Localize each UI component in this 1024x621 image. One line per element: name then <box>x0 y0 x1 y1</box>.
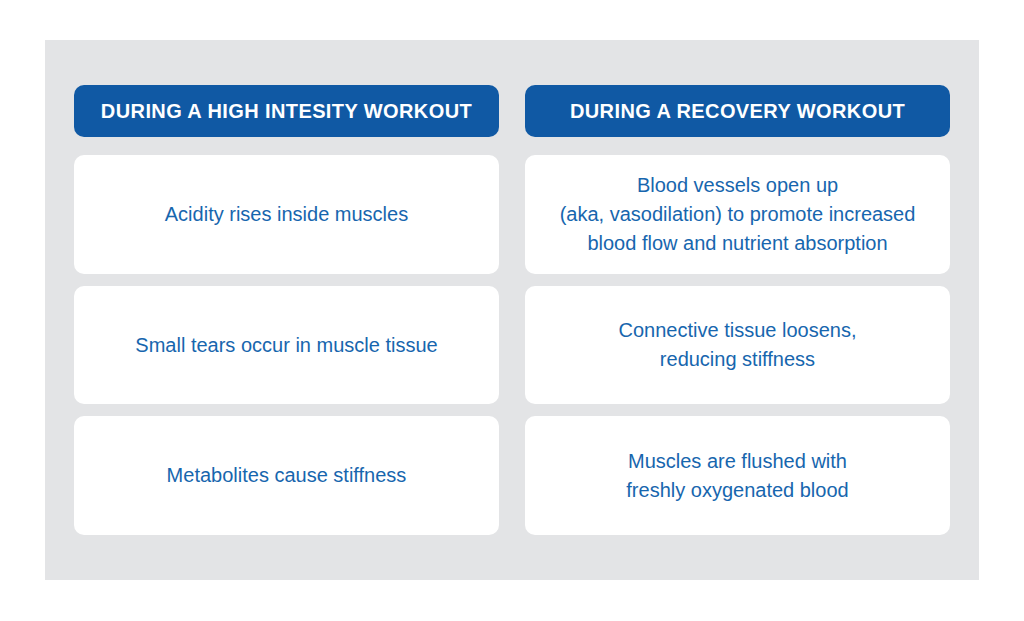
column-recovery-workout: DURING A RECOVERY WORKOUT Blood vessels … <box>525 85 950 535</box>
infographic-canvas: DURING A HIGH INTESITY WORKOUT Acidity r… <box>0 0 1024 621</box>
card-acidity-rises: Acidity rises inside muscles <box>74 155 499 274</box>
header-high-intensity-workout: DURING A HIGH INTESITY WORKOUT <box>74 85 499 137</box>
header-recovery-workout: DURING A RECOVERY WORKOUT <box>525 85 950 137</box>
cards-high-intensity: Acidity rises inside muscles Small tears… <box>74 155 499 535</box>
card-muscles-flushed: Muscles are flushed with freshly oxygena… <box>525 416 950 535</box>
card-metabolites-stiffness: Metabolites cause stiffness <box>74 416 499 535</box>
comparison-panel: DURING A HIGH INTESITY WORKOUT Acidity r… <box>45 40 979 580</box>
cards-recovery: Blood vessels open up (aka, vasodilation… <box>525 155 950 535</box>
card-connective-tissue-loosens: Connective tissue loosens, reducing stif… <box>525 286 950 405</box>
column-high-intensity-workout: DURING A HIGH INTESITY WORKOUT Acidity r… <box>74 85 499 535</box>
card-blood-vessels-open: Blood vessels open up (aka, vasodilation… <box>525 155 950 274</box>
card-small-tears: Small tears occur in muscle tissue <box>74 286 499 405</box>
